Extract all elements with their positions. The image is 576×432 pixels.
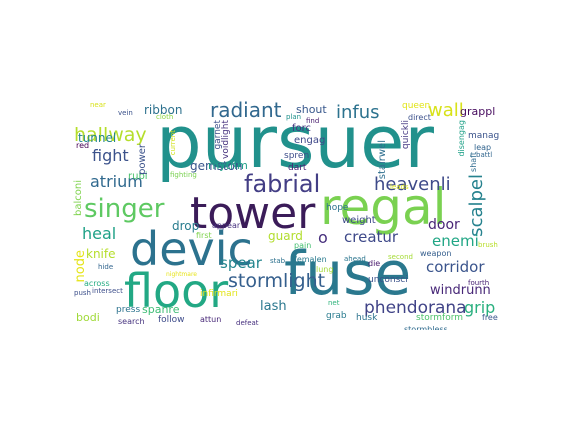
word-push: push: [74, 289, 91, 297]
word-defeat: defeat: [236, 319, 259, 327]
word-stab: stab: [270, 257, 286, 265]
word-fighting: fighting: [170, 171, 197, 179]
word-lash: lash: [260, 299, 287, 314]
word-bodi: bodi: [76, 311, 100, 324]
word-drop: drop: [172, 219, 200, 233]
word-intersect: intersect: [92, 287, 123, 295]
word-phendorana: phendorana: [364, 298, 467, 318]
word-current: current: [169, 130, 177, 156]
word-red: red: [76, 141, 90, 150]
word-leap: leap: [474, 143, 492, 152]
word-gemston: gemston: [190, 159, 243, 173]
word-disengag: disengag: [457, 120, 466, 157]
word-corridor: corridor: [426, 258, 485, 276]
word-voidlight: voidlight: [221, 120, 231, 159]
word-die: die: [368, 259, 381, 268]
word-tower: tower: [190, 188, 316, 239]
word-rhythm: rhythm: [208, 159, 248, 172]
word-devic: devic: [130, 222, 253, 276]
word-wall: wall: [428, 100, 464, 121]
word-dart: dart: [288, 163, 307, 173]
word-press: press: [116, 305, 141, 315]
word-grab: grab: [326, 311, 347, 321]
word-net: net: [328, 299, 340, 307]
word-battl: battl: [476, 151, 493, 159]
word-radiant: radiant: [210, 100, 282, 122]
word-o: o: [318, 228, 328, 247]
word-stairwel: stairwel: [377, 140, 388, 180]
word-tunnel: tunnel: [78, 131, 117, 145]
word-atrium: atrium: [90, 172, 143, 191]
word-forc: forc: [292, 123, 312, 134]
word-pursuer: pursuer: [156, 100, 434, 184]
word-spear: spear: [220, 254, 262, 272]
word-hide: hide: [98, 263, 114, 271]
word-cloth: cloth: [156, 113, 174, 121]
word-regal: regal: [320, 178, 447, 236]
word-engag: engag: [294, 135, 326, 146]
word-windrunn: windrunn: [430, 283, 491, 298]
word-appear: appear: [212, 221, 241, 230]
word-direct: direct: [408, 113, 431, 122]
word-ahead: ahead: [344, 255, 366, 263]
word-spanre: spanre: [142, 303, 180, 316]
word-cloud: pursuer fuse regal tower devic floor fab…: [72, 100, 504, 330]
word-hallway: hallway: [74, 124, 147, 146]
word-manag: manag: [468, 131, 500, 141]
word-stormbless: stormbless: [404, 325, 448, 331]
word-hope: hope: [326, 203, 349, 213]
word-attun: attun: [200, 315, 222, 324]
word-scalpel: scalpel: [466, 174, 487, 237]
word-floor: floor: [124, 264, 229, 318]
word-search: search: [118, 317, 145, 326]
word-heal: heal: [82, 224, 117, 243]
word-free: free: [482, 313, 498, 322]
word-unconsci: unconsci: [368, 275, 408, 285]
word-power: power: [137, 144, 148, 175]
word-first: first: [196, 231, 212, 240]
word-grappl: grappl: [460, 105, 496, 118]
word-follow: follow: [158, 315, 185, 325]
word-brush: brush: [478, 241, 498, 249]
word-stormform: stormform: [416, 313, 464, 323]
word-weapon: weapon: [420, 249, 452, 258]
word-pain: pain: [294, 241, 312, 250]
word-singer: singer: [84, 194, 165, 224]
word-weight: weight: [342, 215, 376, 226]
word-fabrial: fabrial: [244, 170, 321, 198]
word-nightmare: nightmare: [166, 271, 197, 278]
word-husk: husk: [356, 313, 378, 323]
word-near: near: [90, 101, 106, 109]
word-fourth: fourth: [468, 279, 490, 287]
word-creatur: creatur: [344, 228, 399, 246]
word-lung: lung: [316, 265, 334, 274]
word-find: find: [306, 117, 320, 125]
word-across: across: [84, 279, 110, 288]
word-queen: queen: [402, 101, 431, 111]
word-second: second: [388, 253, 413, 261]
word-fuse: fuse: [284, 239, 412, 309]
word-fight: fight: [92, 146, 129, 165]
word-leads: leads: [390, 183, 409, 191]
word-spren: spren: [284, 151, 310, 161]
word-grip: grip: [464, 298, 496, 317]
word-vein: vein: [118, 109, 133, 117]
word-garnet: garnet: [213, 120, 223, 150]
word-balconi: balconi: [73, 180, 84, 216]
word-rubi: rubi: [128, 171, 148, 182]
word-guard: guard: [268, 229, 303, 243]
word-infirmari: infirmari: [200, 289, 238, 299]
word-enemi: enemi: [432, 232, 479, 250]
word-infus: infus: [336, 102, 380, 123]
word-plan: plan: [286, 113, 302, 121]
word-knife: knife: [86, 247, 116, 261]
word-shout: shout: [296, 103, 327, 116]
word-door: door: [428, 217, 460, 233]
word-femalen: femalen: [294, 255, 327, 264]
word-stormlight: stormlight: [228, 270, 326, 292]
word-ribbon: ribbon: [144, 103, 183, 117]
word-quickli: quickli: [401, 120, 411, 150]
word-heavenli: heavenli: [374, 174, 451, 195]
